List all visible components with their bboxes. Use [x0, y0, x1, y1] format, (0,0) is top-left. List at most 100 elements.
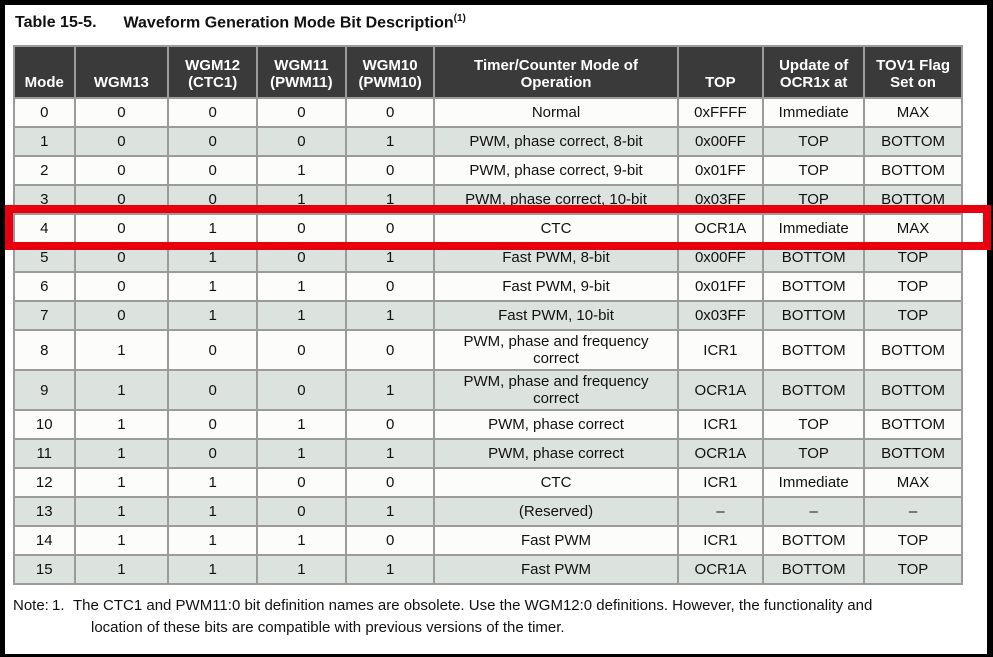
- table-cell: 1: [73, 438, 170, 470]
- table-header: Mode WGM13 WGM12 (CTC1) WGM11 (PWM11) WG…: [13, 45, 963, 100]
- table-cell: 1: [167, 525, 259, 557]
- table-cell: 0: [344, 409, 436, 441]
- table-cell: 0: [167, 97, 259, 129]
- table-title: Table 15-5. Waveform Generation Mode Bit…: [15, 13, 987, 32]
- table-cell: 0: [256, 242, 347, 274]
- table-cell: CTC: [433, 467, 679, 499]
- table-cell: 14: [13, 525, 76, 557]
- table-cell: Fast PWM, 10-bit: [433, 300, 679, 332]
- table-cell: TOP: [762, 184, 866, 216]
- table-cell: 0x03FF: [676, 300, 765, 332]
- table-cell: 9: [13, 369, 76, 412]
- table-cell: TOP: [863, 271, 963, 303]
- table-cell: 0: [73, 300, 170, 332]
- table-cell: 1: [13, 126, 76, 158]
- table-cell: TOP: [863, 525, 963, 557]
- table-row: 11 1 0 1 1 PWM, phase correct OCR1A TOP BOTTOM: [13, 438, 963, 470]
- column-header-top: TOP: [676, 45, 765, 100]
- table-cell: PWM, phase correct, 10-bit: [433, 184, 679, 216]
- table-cell: 1: [167, 467, 259, 499]
- table-cell: 1: [256, 438, 347, 470]
- table-cell: TOP: [762, 155, 866, 187]
- table-cell: 1: [344, 126, 436, 158]
- table-cell: 15: [13, 554, 76, 586]
- column-header-wgm10: WGM10 (PWM10): [344, 45, 436, 100]
- table-cell: Immediate: [762, 97, 866, 129]
- table-cell: TOP: [762, 126, 866, 158]
- table-cell: 2: [13, 155, 76, 187]
- table-row: 6 0 1 1 0 Fast PWM, 9-bit 0x01FF BOTTOM TOP: [13, 271, 963, 303]
- table-cell: 1: [73, 409, 170, 441]
- table-cell: 0: [344, 97, 436, 129]
- table-cell: 0: [73, 97, 170, 129]
- note-number: 1.: [52, 597, 65, 615]
- table-cell: 11: [13, 438, 76, 470]
- column-header-wgm11: WGM11 (PWM11): [256, 45, 347, 100]
- table-cell: 1: [73, 525, 170, 557]
- table-cell: BOTTOM: [762, 329, 866, 372]
- table-row: 13 1 1 0 1 (Reserved) – – –: [13, 496, 963, 528]
- table-cell: 1: [256, 155, 347, 187]
- table-cell: 0x03FF: [676, 184, 765, 216]
- table-cell: (Reserved): [433, 496, 679, 528]
- table-cell: PWM, phase correct, 8-bit: [433, 126, 679, 158]
- table-row: 5 0 1 0 1 Fast PWM, 8-bit 0x00FF BOTTOM TOP: [13, 242, 963, 274]
- table-cell: 1: [167, 242, 259, 274]
- column-header-update: Update of OCR1x at: [762, 45, 866, 100]
- table-cell: BOTTOM: [863, 329, 963, 372]
- table-cell: 0: [167, 369, 259, 412]
- table-cell: 1: [344, 242, 436, 274]
- table-cell: 0: [256, 97, 347, 129]
- table-cell: 0: [167, 155, 259, 187]
- table-cell: BOTTOM: [762, 242, 866, 274]
- table-cell: BOTTOM: [762, 554, 866, 586]
- table-cell: MAX: [863, 213, 963, 245]
- table-cell: PWM, phase and frequency correct: [433, 329, 679, 372]
- table-cell: 0: [344, 213, 436, 245]
- table-cell: 0: [167, 438, 259, 470]
- footnote-reference: (1): [453, 13, 466, 24]
- table-cell: TOP: [762, 438, 866, 470]
- table-cell: 0: [344, 329, 436, 372]
- table-cell: 0xFFFF: [676, 97, 765, 129]
- table-cell: 0: [344, 467, 436, 499]
- table-title-text: Waveform Generation Mode Bit Description…: [123, 13, 466, 32]
- table-row: 14 1 1 1 0 Fast PWM ICR1 BOTTOM TOP: [13, 525, 963, 557]
- column-header-mode: Mode: [13, 45, 76, 100]
- column-header-wgm13: WGM13: [73, 45, 170, 100]
- table-cell: 0x00FF: [676, 126, 765, 158]
- table-cell: ICR1: [676, 409, 765, 441]
- table-row: 7 0 1 1 1 Fast PWM, 10-bit 0x03FF BOTTOM TOP: [13, 300, 963, 332]
- table-cell: 0: [256, 213, 347, 245]
- table-cell: 1: [256, 184, 347, 216]
- table-cell: OCR1A: [676, 213, 765, 245]
- table-cell: 12: [13, 467, 76, 499]
- table-row: 10 1 0 1 0 PWM, phase correct ICR1 TOP BOTTOM: [13, 409, 963, 441]
- table-cell: OCR1A: [676, 369, 765, 412]
- table-cell: 0: [256, 369, 347, 412]
- table-cell: 4: [13, 213, 76, 245]
- table-row: 8 1 0 0 0 PWM, phase and frequency correct ICR…: [13, 329, 963, 372]
- table-cell: OCR1A: [676, 554, 765, 586]
- table-row: 15 1 1 1 1 Fast PWM OCR1A BOTTOM TOP: [13, 554, 963, 586]
- table-cell: 1: [344, 369, 436, 412]
- table-cell: MAX: [863, 97, 963, 129]
- table-cell: 1: [256, 300, 347, 332]
- table-cell: 1: [256, 525, 347, 557]
- table-cell: 0: [73, 271, 170, 303]
- note-label: Note:: [13, 597, 49, 615]
- table-cell: 0x01FF: [676, 271, 765, 303]
- table-cell: 0: [73, 126, 170, 158]
- table-cell: 0: [73, 213, 170, 245]
- table-row: 2 0 0 1 0 PWM, phase correct, 9-bit 0x01FF TOP B…: [13, 155, 963, 187]
- table-cell: PWM, phase correct, 9-bit: [433, 155, 679, 187]
- table-row: 0 0 0 0 0 Normal 0xFFFF Immediate MAX: [13, 97, 963, 129]
- table-cell: 1: [256, 554, 347, 586]
- table-cell: 1: [73, 554, 170, 586]
- table-cell: TOP: [863, 242, 963, 274]
- table-cell: 6: [13, 271, 76, 303]
- table-cell: Normal: [433, 97, 679, 129]
- table-cell: 0: [256, 329, 347, 372]
- table-cell: BOTTOM: [863, 369, 963, 412]
